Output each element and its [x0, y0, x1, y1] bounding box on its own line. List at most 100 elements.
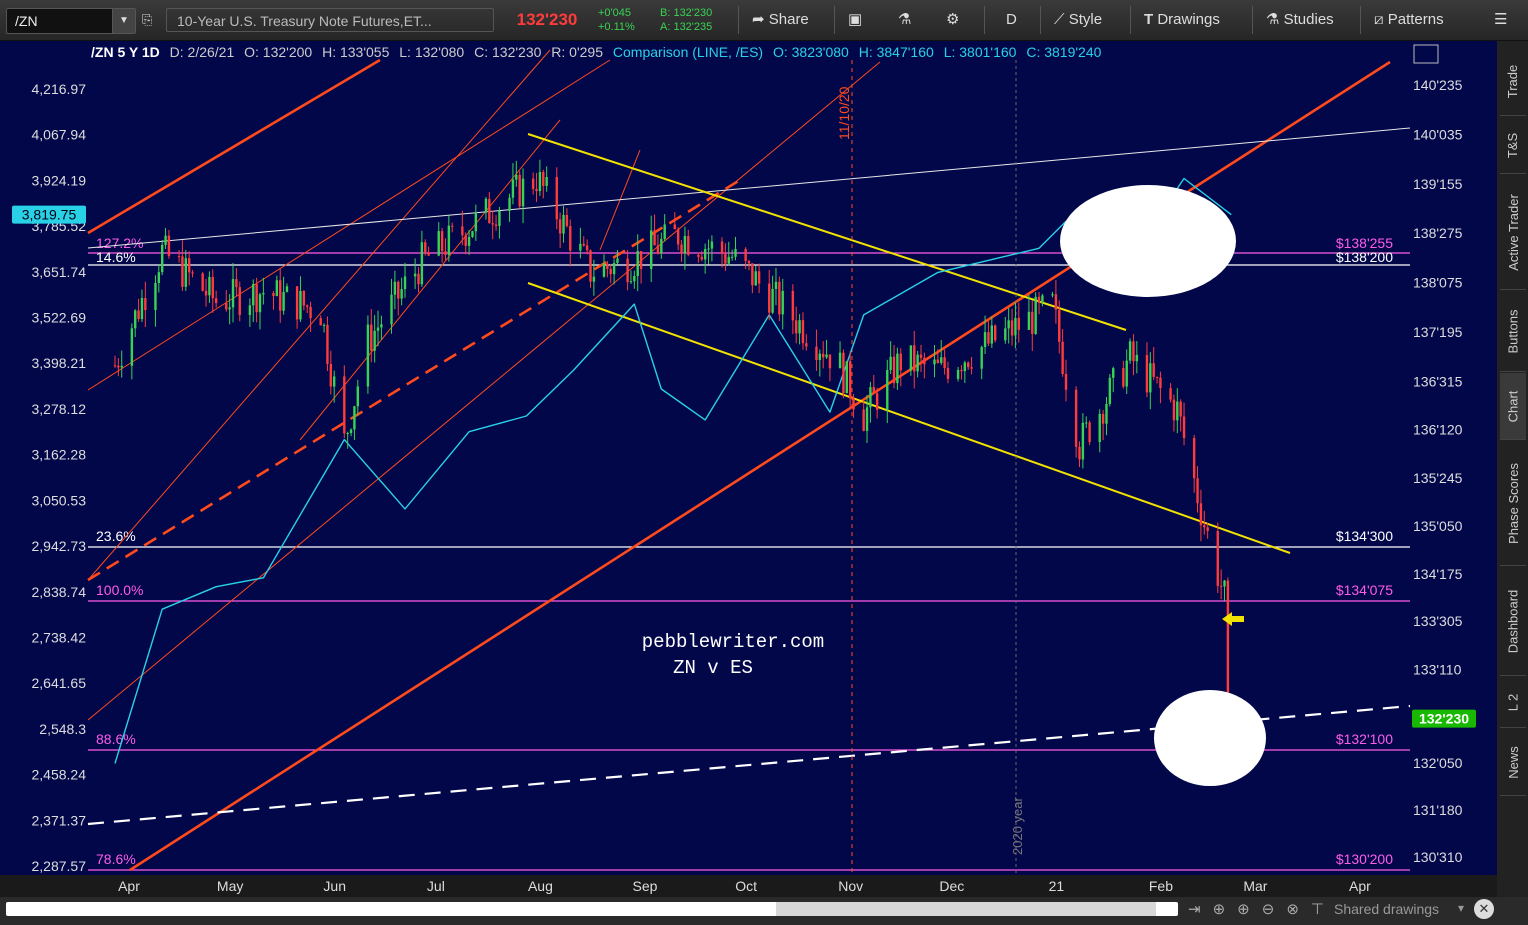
candle-body — [1010, 320, 1014, 336]
trendline — [87, 49, 551, 581]
zoom-fit-icon[interactable]: ⊗ — [1286, 901, 1311, 918]
candle-body — [366, 324, 370, 387]
chart-settings-icon[interactable]: ▣ — [848, 11, 863, 28]
share-label: Share — [768, 11, 809, 28]
candle-body — [1101, 413, 1105, 424]
candle-body — [980, 346, 983, 369]
percent-change: +0.11% — [598, 21, 635, 33]
candle-body — [1027, 311, 1031, 330]
right-tick-label: 137'195 — [1413, 324, 1463, 340]
candle-body — [157, 272, 161, 283]
x-tick-label: Aug — [528, 878, 553, 894]
fib-price-label: $132'100 — [1336, 731, 1393, 747]
candle-body — [747, 261, 751, 264]
tab-label: L 2 — [1505, 693, 1521, 711]
share-button[interactable]: ➦ Share — [752, 0, 809, 40]
drawings-button[interactable]: T Drawings — [1144, 0, 1220, 40]
tab-label: Buttons — [1505, 308, 1521, 354]
collapse-icon[interactable]: ⇥ — [1188, 901, 1213, 918]
tab-phase-scores[interactable]: Phase Scores — [1500, 441, 1526, 566]
flask-icon[interactable]: ⚗ — [898, 11, 912, 28]
zoom-out-icon[interactable]: ⊖ — [1261, 901, 1287, 918]
left-tick-label: 2,371.37 — [32, 812, 87, 828]
candle-body — [909, 345, 913, 371]
patterns-button[interactable]: ⧄ Patterns — [1374, 0, 1444, 40]
candle-body — [649, 230, 653, 269]
right-tick-label: 140'035 — [1413, 126, 1463, 142]
right-tick-label: 138'275 — [1413, 225, 1463, 241]
candle-body — [956, 369, 960, 379]
tab-dashboard[interactable]: Dashboard — [1500, 567, 1526, 676]
candle-body — [252, 284, 255, 306]
candle-body — [821, 353, 825, 358]
trendline — [299, 119, 561, 441]
candle-body — [1196, 478, 1199, 504]
tab-label: Dashboard — [1505, 589, 1521, 653]
candle-body — [687, 235, 690, 255]
tab-buttons[interactable]: Buttons — [1500, 291, 1526, 372]
right-tick-label: 136'315 — [1413, 373, 1463, 389]
fib-price-label: $134'300 — [1336, 528, 1393, 544]
arrow-icon — [1222, 612, 1244, 626]
zoom-in-icon[interactable]: ⊕ — [1237, 901, 1262, 918]
candle-body — [467, 236, 471, 246]
candle-body — [727, 256, 730, 264]
chevron-down-icon[interactable]: ▼ — [112, 9, 135, 33]
shared-drawings-button[interactable]: Shared drawings — [1334, 901, 1440, 917]
candle-body — [1041, 295, 1044, 303]
studies-button[interactable]: ⚗ Studies — [1266, 0, 1334, 40]
candle-body — [1125, 360, 1128, 387]
candle-body — [471, 231, 474, 237]
candle-body — [1061, 341, 1064, 374]
candle-body — [275, 280, 279, 296]
x-tick-label: Oct — [735, 878, 757, 894]
candle-body — [1088, 422, 1091, 443]
candle-body — [1017, 317, 1020, 330]
candle-body — [1108, 377, 1112, 404]
horizontal-scrollbar[interactable] — [6, 902, 1178, 916]
tab-news[interactable]: News — [1500, 729, 1526, 796]
tab-level2[interactable]: L 2 — [1500, 677, 1526, 728]
candle-body — [825, 354, 828, 358]
candle-body — [555, 176, 558, 220]
candle-body — [791, 290, 795, 321]
candle-body — [491, 223, 494, 225]
crosshair-icon[interactable]: ⊕ — [1212, 901, 1238, 918]
candle-body — [1098, 413, 1101, 443]
left-tick-label: 3,278.12 — [32, 401, 87, 417]
tab-active-trader[interactable]: Active Trader — [1500, 175, 1526, 290]
tab-chart[interactable]: Chart — [1500, 373, 1526, 440]
candle-body — [757, 271, 761, 284]
trendline-white — [87, 127, 1411, 249]
info-open: O: 132'200 — [244, 44, 313, 60]
menu-icon[interactable]: ☰ — [1494, 11, 1508, 28]
symbol-input[interactable]: /ZN ▼ — [6, 8, 136, 34]
watermark-text: pebblewriter.com — [642, 631, 824, 653]
candle-body — [231, 279, 235, 308]
left-tick-label: 4,216.97 — [32, 81, 87, 97]
aggregation-button[interactable]: D — [1006, 11, 1017, 28]
candle-body — [1058, 309, 1061, 342]
candle-body — [1226, 580, 1230, 733]
drawings-label: Drawings — [1157, 11, 1220, 28]
fib-price-label: $130'200 — [1336, 851, 1393, 867]
right-tick-label: 136'120 — [1413, 422, 1463, 438]
gear-icon[interactable]: ⚙ — [946, 11, 960, 28]
candle-body — [582, 243, 585, 246]
pin-icon[interactable]: ⊤ — [1310, 901, 1336, 918]
style-button[interactable]: ⟋ Style — [1054, 0, 1102, 40]
close-icon[interactable]: ✕ — [1474, 899, 1494, 919]
candle-body — [653, 230, 656, 246]
tab-ts[interactable]: T&S — [1500, 117, 1526, 174]
scroll-thumb[interactable] — [776, 902, 1156, 916]
tab-trade[interactable]: Trade — [1500, 47, 1526, 116]
candle-body — [447, 225, 451, 255]
right-tick-label: 138'075 — [1413, 275, 1463, 291]
candle-body — [444, 251, 447, 255]
chevron-down-icon[interactable]: ▾ — [1458, 901, 1465, 915]
link-icon[interactable]: ⎘ — [142, 12, 153, 27]
candle-body — [214, 298, 218, 304]
right-tick-label: 135'050 — [1413, 518, 1463, 534]
candle-body — [494, 224, 498, 226]
